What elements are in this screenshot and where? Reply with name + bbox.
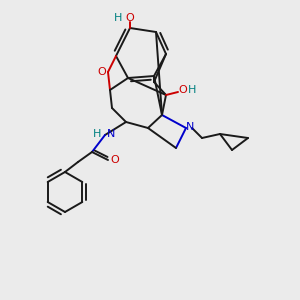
Text: H: H (188, 85, 196, 95)
Text: O: O (126, 13, 134, 23)
Text: H: H (93, 129, 101, 139)
Text: N: N (107, 129, 116, 139)
Text: O: O (178, 85, 188, 95)
Text: O: O (98, 67, 106, 77)
Text: O: O (111, 155, 119, 165)
Text: N: N (186, 122, 194, 132)
Text: H: H (114, 13, 122, 23)
